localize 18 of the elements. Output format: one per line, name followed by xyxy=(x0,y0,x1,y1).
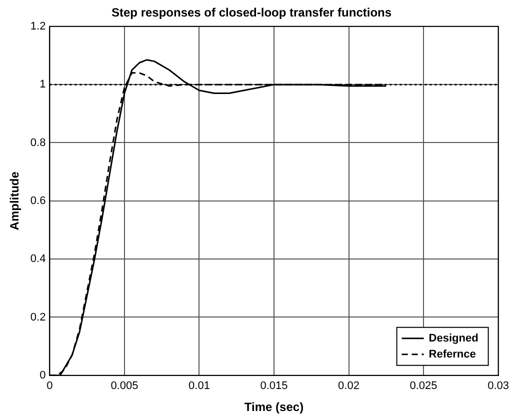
y-tick-label: 1.2 xyxy=(30,20,46,32)
x-tick-label: 0.015 xyxy=(260,380,288,392)
legend-label: Refernce xyxy=(428,348,476,360)
y-tick-label: 0.2 xyxy=(30,311,46,324)
x-tick-label: 0.01 xyxy=(188,380,210,392)
legend-label: Designed xyxy=(428,332,478,344)
x-tick-label: 0.03 xyxy=(488,380,510,392)
x-tick-label: 0.02 xyxy=(338,380,360,392)
y-tick-label: 1 xyxy=(40,78,46,91)
chart-title: Step responses of closed-loop transfer functions xyxy=(111,6,392,20)
y-tick-label: 0 xyxy=(40,369,46,382)
y-tick-label: 0.8 xyxy=(30,136,46,149)
x-tick-label: 0.005 xyxy=(110,380,138,392)
y-tick-label: 0.6 xyxy=(30,194,46,207)
y-axis-title: Amplitude xyxy=(8,171,22,230)
y-tick-label: 0.4 xyxy=(30,253,46,266)
x-axis-title: Time (sec) xyxy=(244,400,304,414)
x-tick-label: 0.025 xyxy=(410,380,438,392)
